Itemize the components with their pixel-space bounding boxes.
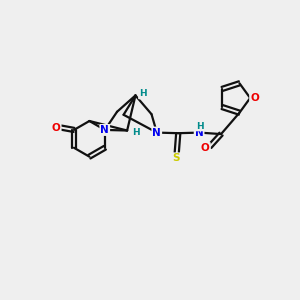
Text: H: H (139, 89, 147, 98)
Text: O: O (250, 93, 259, 103)
Text: H: H (132, 128, 139, 137)
Text: H: H (132, 128, 139, 137)
Text: N: N (152, 128, 161, 138)
Text: H: H (139, 89, 147, 98)
Text: N: N (100, 125, 109, 135)
Text: O: O (52, 122, 61, 133)
Text: O: O (201, 143, 210, 153)
Text: O: O (52, 122, 61, 133)
Text: O: O (250, 93, 259, 103)
Text: N: N (195, 128, 203, 138)
Text: S: S (172, 154, 180, 164)
Text: H: H (196, 122, 203, 130)
Text: N: N (100, 125, 109, 135)
Text: N: N (152, 128, 161, 138)
Text: N: N (195, 128, 203, 138)
Text: S: S (172, 154, 180, 164)
Text: O: O (201, 143, 210, 153)
Text: H: H (196, 122, 203, 130)
